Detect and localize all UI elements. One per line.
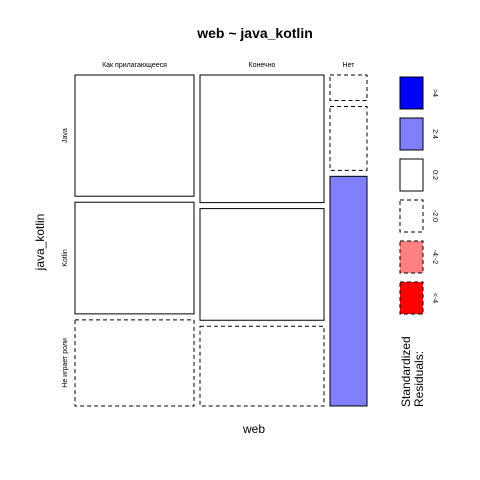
row-labels: Java Kotlin Не играет роли [62,128,69,388]
legend-swatch [399,117,424,151]
legend-swatch [399,76,424,110]
legend-label: <-4 [431,293,438,303]
column-label: Конечно [249,62,276,69]
row-label: Не играет роли [62,338,69,388]
legend-label: 2:4 [431,129,438,139]
legend-label: -2:0 [431,210,438,222]
column-labels: Как прилагающееся Конечно Нет [102,62,355,69]
mosaic-cell [329,175,368,407]
row-label: Kotlin [62,249,69,267]
legend-label: >4 [431,89,438,97]
legend-swatch [399,199,424,233]
legend-swatch [399,158,424,192]
row-label: Java [62,128,69,143]
legend-label: -4:-2 [431,250,438,265]
legend-swatch [399,240,424,274]
legend-label: 0:2 [431,170,438,180]
column-label: Как прилагающееся [102,62,167,69]
mosaic-cell [199,325,325,407]
mosaic-cell [199,74,325,204]
mosaic-cell [199,208,325,321]
mosaic-cells [74,74,368,407]
mosaic-cell [74,74,195,197]
mosaic-cell [329,106,368,171]
mosaic-cell [74,201,195,315]
legend-title: StandardizedResiduals: [399,336,426,407]
y-axis-title: java_kotlin [33,214,47,272]
chart-title: web ~ java_kotlin [196,25,313,41]
legend-swatch [399,281,424,315]
legend: >4 2:4 0:2 -2:0 -4:-2 <-4 StandardizedResidual… [399,76,438,407]
column-label: Нет [343,62,356,69]
mosaic-cell [74,319,195,407]
x-axis-title: web [242,422,265,436]
mosaic-cell [329,74,368,102]
